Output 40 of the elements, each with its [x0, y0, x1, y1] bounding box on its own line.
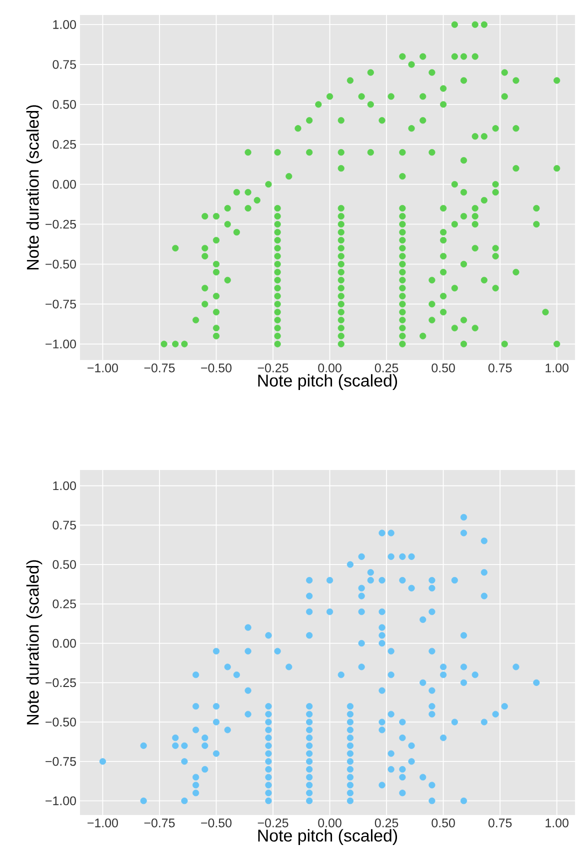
y-axis-title: Note duration (scaled)	[26, 560, 42, 724]
x-tick-label: −0.75	[144, 364, 175, 372]
y-tick-label: 0.75	[52, 60, 76, 69]
x-tick-label: 0.00	[318, 818, 342, 828]
x-tick-label: −0.50	[201, 364, 232, 372]
y-tick-label: 1.00	[53, 20, 76, 29]
x-tick-label: 0.00	[318, 364, 342, 372]
x-tick-label: 0.75	[488, 818, 512, 828]
x-axis-title: Note pitch (scaled)	[258, 829, 398, 845]
y-tick-label: 0.00	[52, 638, 76, 648]
y-tick-label: −1.00	[46, 796, 76, 806]
x-axis-title: Note pitch (scaled)	[258, 374, 398, 390]
x-tick-label: 0.75	[488, 364, 512, 372]
x-tick-label: −0.50	[201, 818, 232, 828]
y-tick-label: 0.25	[52, 600, 76, 608]
y-tick-label: 0.75	[52, 520, 76, 530]
x-tick-label: −1.00	[88, 364, 118, 372]
y-tick-label: 1.00	[53, 481, 76, 490]
x-tick-label: 0.50	[432, 364, 455, 372]
y-tick-label: −0.25	[46, 678, 76, 688]
y-tick-label: −0.25	[46, 220, 76, 229]
y-tick-label: −0.50	[46, 718, 76, 726]
y-tick-label: −1.00	[46, 340, 76, 348]
x-tick-label: −0.75	[144, 818, 175, 828]
x-tick-label: 1.00	[546, 818, 568, 828]
x-tick-label: −0.25	[258, 364, 288, 372]
x-tick-label: 0.50	[432, 818, 455, 828]
x-tick-label: −1.00	[88, 818, 118, 828]
y-tick-label: −0.50	[46, 260, 76, 269]
y-tick-label: 0.50	[52, 560, 76, 569]
x-tick-label: 0.25	[374, 818, 398, 828]
y-tick-label: −0.75	[46, 757, 76, 766]
y-axis-title: Note duration (scaled)	[26, 105, 42, 270]
x-tick-label: −0.25	[258, 818, 288, 828]
x-tick-label: 0.25	[374, 364, 398, 372]
y-tick-label: 0.50	[52, 100, 76, 109]
y-tick-label: 0.25	[52, 140, 76, 149]
x-tick-label: 1.00	[546, 364, 568, 372]
y-tick-label: −0.75	[46, 300, 76, 309]
y-tick-label: 0.00	[52, 180, 76, 189]
